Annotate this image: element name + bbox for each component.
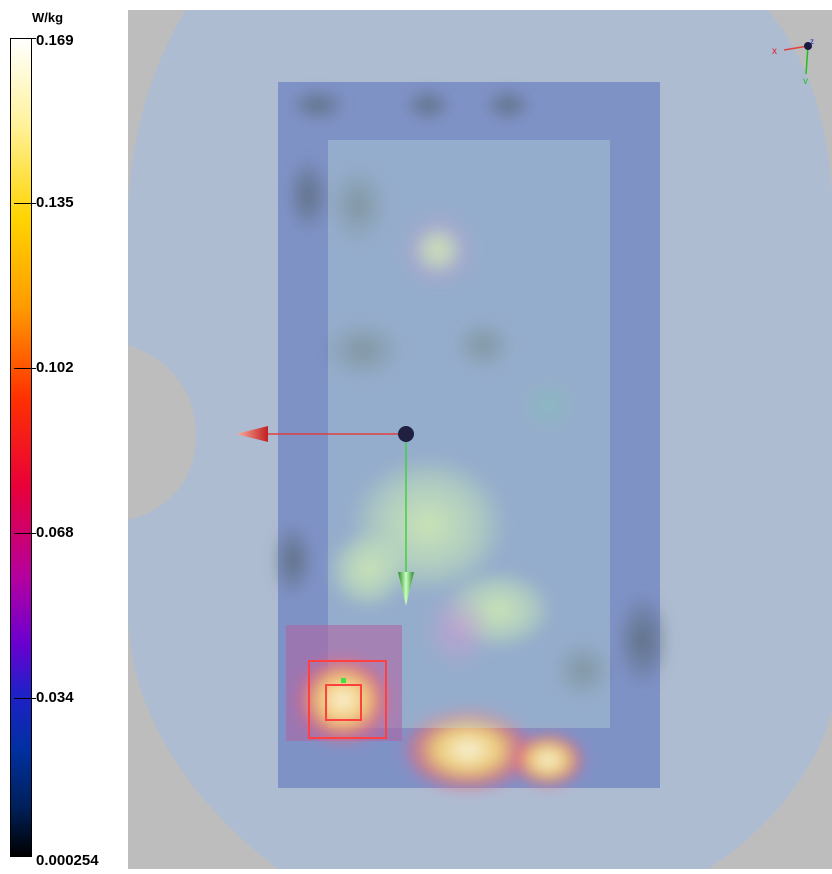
gizmo-y-label: y [803, 76, 808, 84]
legend-label-min: 0.000254 [36, 852, 99, 869]
legend-label-2: 0.135 [36, 194, 74, 211]
legend-label-3: 0.102 [36, 359, 74, 376]
legend-tick-4 [14, 533, 36, 534]
zoom-scan-region [286, 625, 402, 748]
legend-tick-5 [14, 698, 36, 699]
origin-axes [236, 426, 414, 606]
legend-label-max: 0.169 [36, 32, 74, 49]
legend-unit-label: W/kg [32, 10, 64, 25]
color-legend: W/kg 0.169 0.135 0.102 0.068 0.034 0.000… [0, 0, 128, 869]
origin-marker [398, 426, 414, 442]
gizmo-z-label: z [810, 37, 814, 46]
3d-viewport[interactable]: x y z [128, 10, 832, 869]
orientation-gizmo[interactable]: x y z [770, 34, 820, 89]
sar-scan-view [128, 10, 832, 869]
legend-tick-3 [14, 368, 36, 369]
legend-label-4: 0.068 [36, 524, 74, 541]
legend-tick-max [14, 38, 36, 39]
y-axis-arrow [398, 572, 414, 606]
x-axis-arrow [236, 426, 268, 442]
legend-label-5: 0.034 [36, 689, 74, 706]
gizmo-x-label: x [772, 46, 777, 57]
colorbar [10, 38, 32, 857]
axis-triad-icon: x y z [772, 37, 814, 87]
legend-tick-2 [14, 203, 36, 204]
